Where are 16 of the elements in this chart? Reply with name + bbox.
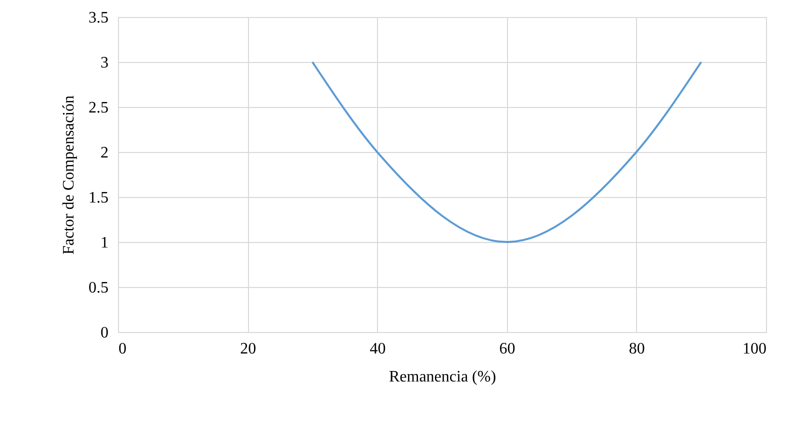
y-tick-label: 3.5 [88,10,108,26]
y-tick-label: 3 [100,54,108,72]
y-axis-title: Factor de Compensación [60,95,78,255]
y-tick-label: 0 [100,324,108,342]
y-tick-label: 1.5 [88,190,108,206]
x-tick-label: 20 [240,340,256,358]
y-tick-label: 2 [100,144,108,162]
x-axis-title: Remanencia (%) [388,368,496,386]
y-tick-label: 2.5 [88,100,108,116]
x-tick-label: 100 [742,340,766,358]
y-tick-label: 1 [100,234,108,252]
x-tick-label: 60 [499,340,516,358]
x-tick-label: 40 [370,340,386,358]
y-tick-label: 0.5 [88,280,108,296]
x-tick-label: 0 [118,340,126,358]
x-tick-label: 80 [628,340,645,358]
